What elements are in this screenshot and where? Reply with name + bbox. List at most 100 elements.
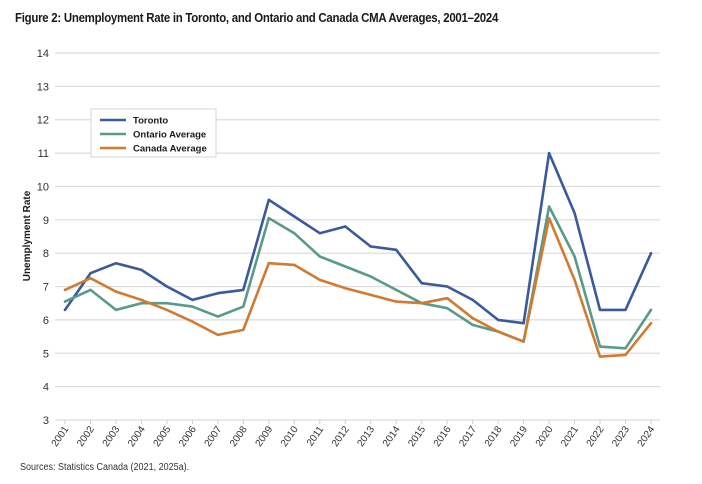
y-tick-label: 8 [43,248,49,260]
y-axis-title: Unemplyment Rate [22,190,33,281]
source-note: Sources: Statistics Canada (2021, 2025a)… [20,462,190,473]
legend: Toronto Ontario Average Canada Average [90,108,217,158]
data-point-canada-average [420,302,423,305]
data-point-toronto [344,225,347,228]
data-point-canada-average [369,293,372,297]
x-tick-label: 2021 [559,424,581,449]
x-tick-label: 2024 [636,424,658,449]
data-point-ontario-average [573,255,576,258]
data-point-toronto [140,268,143,272]
data-point-canada-average [191,320,194,323]
data-point-toronto [293,215,296,218]
data-point-ontario-average [293,231,296,235]
data-point-toronto [216,292,220,295]
x-tick-label: 2009 [254,424,276,449]
data-point-canada-average [293,263,296,267]
data-point-toronto [496,318,500,322]
data-point-toronto [445,285,449,288]
data-point-ontario-average [624,347,627,350]
data-point-ontario-average [547,205,551,208]
y-tick-label: 10 [37,181,49,193]
x-tick-label: 2003 [101,424,123,449]
data-point-toronto [89,272,92,275]
y-tick-label: 6 [43,315,49,327]
data-point-toronto [242,288,245,292]
y-tick-label: 13 [37,81,49,93]
series-line-canada-average [63,216,653,358]
data-point-canada-average [267,261,271,265]
chart-title: Figure 2: Unemployment Rate in Toronto, … [15,10,499,25]
data-point-canada-average [114,290,118,293]
data-point-canada-average [344,287,347,290]
y-tick-label: 3 [43,415,49,427]
data-point-canada-average [445,297,449,300]
data-point-ontario-average [344,265,347,268]
data-point-ontario-average [267,216,271,220]
x-tick-label: 2011 [305,424,327,448]
data-point-canada-average [318,278,321,282]
data-point-canada-average [165,308,169,312]
x-tick-label: 2012 [330,424,352,449]
data-point-toronto [420,282,423,285]
x-tick-label: 2007 [203,424,225,449]
data-point-ontario-average [445,307,449,310]
x-tick-label: 2016 [432,424,454,449]
data-point-toronto [318,231,321,235]
series-line-ontario-average [63,205,653,350]
data-point-canada-average [395,300,398,303]
y-tick-label: 14 [37,48,49,60]
data-point-toronto [165,285,169,288]
data-point-ontario-average [63,300,67,303]
y-tick-label: 4 [43,382,49,394]
x-tick-label: 2015 [406,424,428,449]
data-point-ontario-average [114,308,118,312]
data-point-toronto [191,298,194,302]
data-point-ontario-average [191,305,194,308]
data-point-toronto [395,248,398,252]
legend-label-canada-average: Canada Average [133,144,207,155]
data-point-toronto [471,298,474,302]
x-tick-label: 2022 [585,424,607,449]
data-point-ontario-average [471,323,474,327]
legend-label-ontario-average: Ontario Average [133,130,206,141]
x-tick-label: 2017 [457,424,479,449]
data-point-ontario-average [242,305,245,308]
data-point-canada-average [573,278,576,282]
series-line-toronto [63,151,653,325]
data-point-canada-average [598,355,602,358]
data-point-canada-average [471,317,474,320]
data-point-toronto [547,151,551,155]
data-point-toronto [267,198,271,201]
data-point-ontario-average [216,315,220,318]
x-tick-label: 2002 [75,424,97,449]
x-tick-label: 2013 [355,424,377,449]
data-point-ontario-average [165,302,169,305]
data-point-canada-average [522,340,525,343]
y-tick-label: 12 [37,115,49,127]
data-point-canada-average [649,322,653,325]
x-tick-label: 2006 [177,424,199,449]
data-point-canada-average [496,330,500,333]
legend-label-toronto: Toronto [133,116,168,127]
y-tick-label: 9 [43,215,49,227]
x-tick-label: 2020 [534,424,556,449]
x-tick-label: 2018 [483,424,505,449]
y-tick-label: 7 [43,282,49,294]
data-point-ontario-average [649,308,653,312]
data-point-canada-average [216,333,220,337]
data-point-ontario-average [598,345,602,348]
data-point-canada-average [89,277,92,280]
data-point-toronto [649,251,653,255]
data-point-toronto [598,308,602,312]
x-tick-label: 2014 [381,424,403,449]
data-point-canada-average [140,298,143,302]
data-point-ontario-average [318,255,321,258]
data-point-canada-average [547,216,551,220]
data-point-canada-average [63,288,67,292]
x-tick-label: 2019 [508,424,530,449]
x-axis: 2001 2002 2003 2004 2005 2006 2007 2008 2009 2010… [50,420,658,449]
gridlines [55,52,660,421]
series-lines [63,151,653,358]
data-point-ontario-average [395,288,398,292]
